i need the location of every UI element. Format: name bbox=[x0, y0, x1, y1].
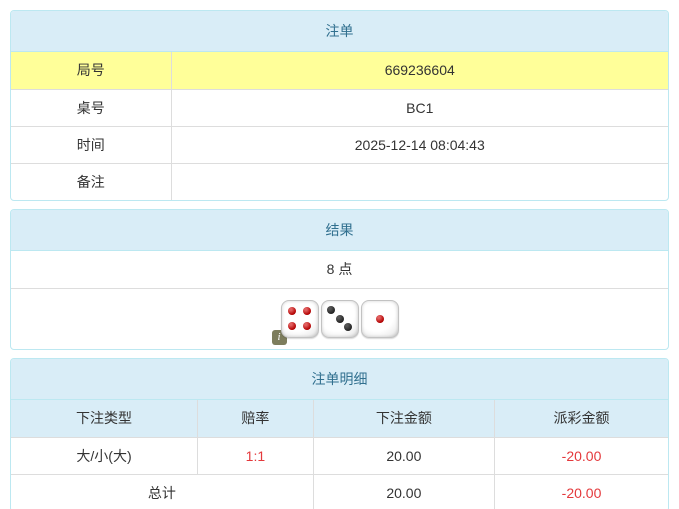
bet-detail-panel: 注单明细 下注类型 赔率 下注金额 派彩金额 大/小(大) 1:1 20.00 bbox=[10, 358, 669, 509]
die-pip bbox=[303, 307, 312, 316]
die-2-value-3 bbox=[320, 299, 359, 338]
bet-info-table: 局号 669236604 桌号 BC1 时间 2025-12-14 08:04:… bbox=[11, 52, 668, 200]
die-pip bbox=[326, 306, 335, 315]
time-value: 2025-12-14 08:04:43 bbox=[170, 125, 668, 164]
bet-panel: 注单 局号 669236604 桌号 BC1 时间 2025-12-14 08:… bbox=[10, 10, 669, 201]
die-pip bbox=[344, 323, 353, 332]
die-pip bbox=[335, 314, 344, 323]
table-row-table-number: 桌号 BC1 bbox=[11, 88, 668, 127]
table-row-points: 8 点 bbox=[11, 251, 668, 289]
detail-header-row: 下注类型 赔率 下注金额 派彩金额 bbox=[11, 400, 668, 438]
table-row-total: 总计 20.00 -20.00 bbox=[11, 473, 668, 509]
bet-detail-panel-title: 注单明细 bbox=[11, 359, 668, 400]
die-pip bbox=[375, 314, 384, 323]
remark-label: 备注 bbox=[11, 162, 172, 200]
col-header-bet-amount: 下注金额 bbox=[312, 400, 496, 438]
die-1-value-4 bbox=[280, 299, 319, 338]
round-number-label: 局号 bbox=[11, 52, 172, 90]
die-3-value-1 bbox=[360, 299, 399, 338]
total-bet-amount: 20.00 bbox=[312, 473, 496, 509]
table-row-bet: 大/小(大) 1:1 20.00 -20.00 bbox=[11, 436, 668, 475]
result-panel-title: 结果 bbox=[11, 210, 668, 251]
table-number-value: BC1 bbox=[170, 88, 668, 127]
round-number-value: 669236604 bbox=[170, 52, 668, 90]
table-number-label: 桌号 bbox=[11, 88, 172, 127]
bet-panel-title: 注单 bbox=[11, 11, 668, 52]
col-header-payout: 派彩金额 bbox=[494, 400, 668, 438]
die-pip bbox=[287, 307, 296, 316]
dice-row: i bbox=[271, 299, 399, 345]
points-value: 8 点 bbox=[11, 251, 668, 289]
remark-value bbox=[170, 162, 668, 200]
total-label: 总计 bbox=[11, 473, 314, 509]
table-row-time: 时间 2025-12-14 08:04:43 bbox=[11, 125, 668, 164]
result-table: 8 点 i bbox=[11, 251, 668, 349]
table-row-dice: i bbox=[11, 287, 668, 349]
bet-type-value: 大/小(大) bbox=[11, 436, 199, 475]
table-row-remark: 备注 bbox=[11, 162, 668, 200]
col-header-odds: 赔率 bbox=[197, 400, 314, 438]
result-panel: 结果 8 点 i bbox=[10, 209, 669, 350]
bet-detail-table: 下注类型 赔率 下注金额 派彩金额 大/小(大) 1:1 20.00 -20.0… bbox=[11, 400, 668, 509]
odds-value: 1:1 bbox=[197, 436, 314, 475]
dice-cell: i bbox=[11, 287, 668, 349]
table-row-round: 局号 669236604 bbox=[11, 52, 668, 90]
payout-value: -20.00 bbox=[494, 436, 668, 475]
col-header-bet-type: 下注类型 bbox=[11, 400, 199, 438]
die-pip bbox=[287, 322, 296, 331]
total-payout: -20.00 bbox=[494, 473, 668, 509]
bet-amount-value: 20.00 bbox=[312, 436, 496, 475]
time-label: 时间 bbox=[11, 125, 172, 164]
die-pip bbox=[303, 322, 312, 331]
